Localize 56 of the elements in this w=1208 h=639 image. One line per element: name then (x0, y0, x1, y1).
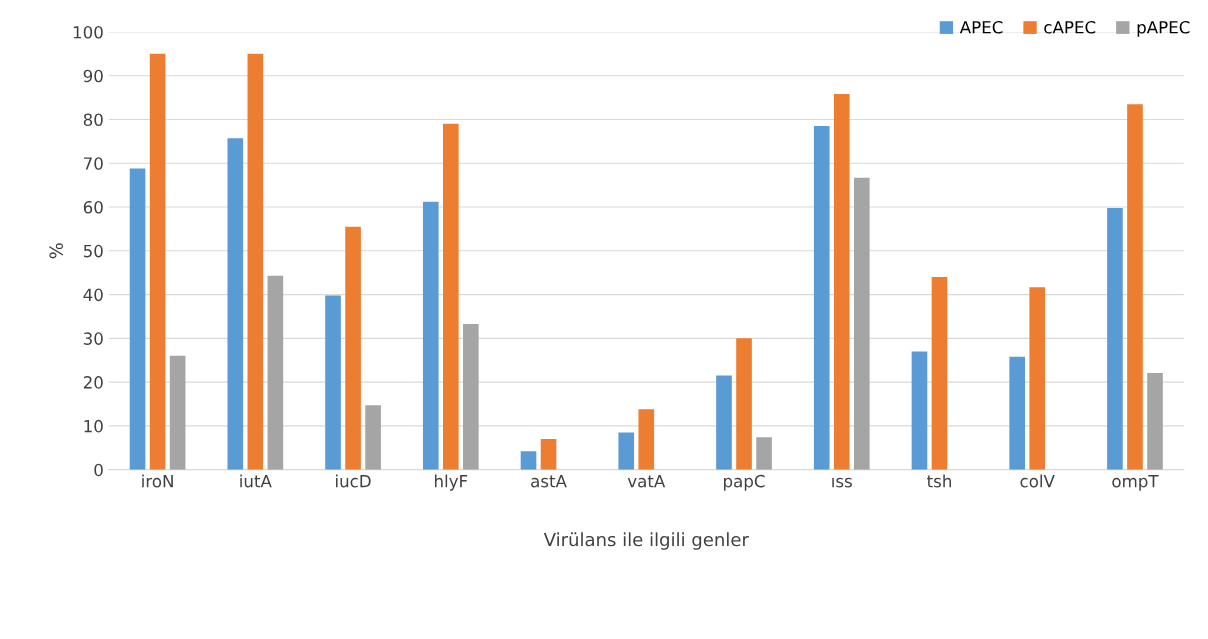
y-tick-label: 30 (83, 332, 103, 345)
x-tick-label: vatA (627, 475, 666, 488)
x-tick-label: ompT (1112, 475, 1159, 491)
bar (756, 437, 772, 470)
bar (1147, 372, 1163, 470)
y-axis-title: % (49, 243, 63, 259)
x-tick-label: hlyF (435, 474, 468, 491)
bar (129, 168, 146, 470)
x-tick-label: iroN (142, 474, 173, 488)
bar (853, 177, 870, 470)
x-axis-title: Virülans ile ilgili genler (543, 532, 749, 550)
y-tick-label: 40 (83, 288, 103, 302)
bar (736, 338, 752, 470)
x-tick-label: tsh (927, 474, 951, 488)
y-tick-label: 20 (83, 376, 103, 389)
y-tick-label: 0 (94, 463, 103, 477)
y-tick-label: 90 (83, 69, 103, 83)
x-tick-label: papC (724, 474, 765, 491)
bar (422, 201, 439, 470)
y-tick-label: 10 (84, 419, 103, 433)
x-tick-label: iutA (240, 474, 272, 488)
bar (442, 123, 459, 470)
bar (227, 138, 244, 470)
bar (1029, 287, 1046, 470)
bar (638, 409, 655, 470)
x-tick-label: colV (1020, 474, 1055, 488)
bar (911, 351, 928, 470)
bar (169, 355, 186, 470)
bar (345, 226, 361, 470)
bar (833, 94, 850, 470)
bar (520, 451, 537, 470)
bar (325, 295, 341, 470)
y-tick-label: 70 (84, 157, 103, 170)
y-tick-label: 60 (83, 201, 103, 214)
bar (716, 375, 732, 470)
legend-label: APEC (959, 20, 1003, 34)
x-tick-label: astA (531, 475, 567, 488)
legend-label: pAPEC (1137, 20, 1190, 37)
bar (463, 323, 479, 470)
bar (1127, 104, 1143, 470)
legend-label: cAPEC (1044, 20, 1096, 34)
x-tick-label: ıss (832, 477, 852, 488)
bar (1009, 356, 1026, 470)
bar (931, 277, 948, 470)
x-tick-label: iucD (336, 474, 371, 488)
bar (1107, 207, 1123, 470)
y-tick-label: 50 (83, 244, 103, 258)
bar (813, 126, 830, 470)
bar (247, 53, 264, 470)
bar (540, 439, 557, 470)
bar (267, 275, 284, 470)
y-tick-label: 80 (83, 113, 103, 127)
bar (149, 53, 166, 470)
bar (365, 405, 381, 470)
y-tick-label: 100 (73, 25, 103, 39)
bar (618, 432, 635, 470)
